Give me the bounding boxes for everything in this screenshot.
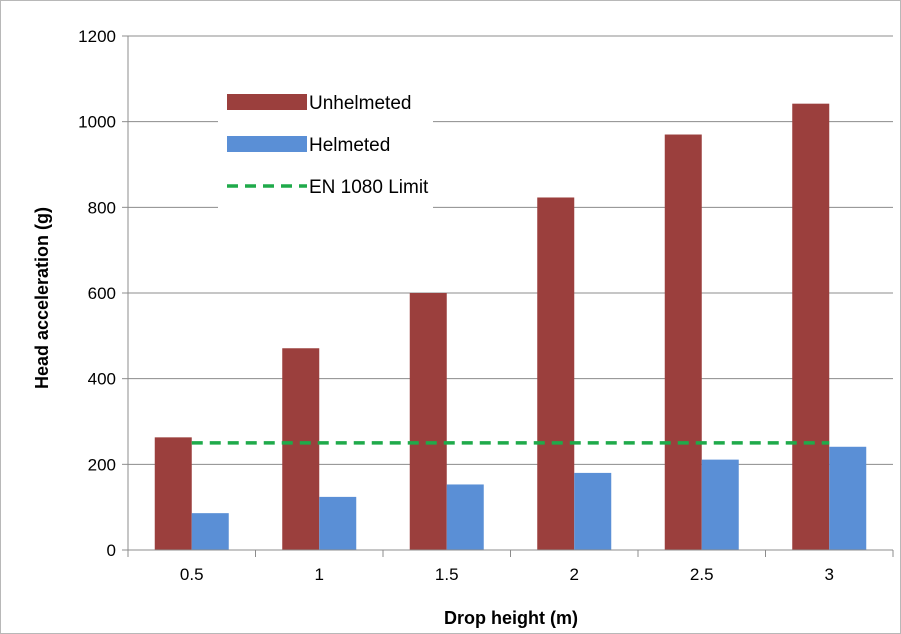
bar-helmeted bbox=[829, 446, 867, 550]
y-tick-label: 200 bbox=[88, 455, 116, 474]
x-tick-label: 0.5 bbox=[180, 565, 204, 584]
legend: Unhelmeted Helmeted EN 1080 Limit bbox=[218, 80, 433, 208]
bars bbox=[154, 103, 867, 550]
y-tick-label: 1200 bbox=[78, 27, 116, 46]
x-tick-label: 2.5 bbox=[690, 565, 714, 584]
y-axis-title: Head acceleration (g) bbox=[32, 207, 52, 389]
bar-unhelmeted bbox=[409, 293, 447, 550]
bar-helmeted bbox=[319, 496, 357, 550]
x-tick-label: 2 bbox=[570, 565, 579, 584]
x-axis-title: Drop height (m) bbox=[444, 608, 578, 628]
x-tick-label: 3 bbox=[825, 565, 834, 584]
legend-label: Unhelmeted bbox=[309, 93, 411, 114]
y-tick-label: 400 bbox=[88, 370, 116, 389]
x-tick-label: 1.5 bbox=[435, 565, 459, 584]
bar-helmeted bbox=[701, 459, 739, 550]
y-tick-label: 600 bbox=[88, 284, 116, 303]
axes: 0 200 400 600 800 1000 1200 0.5 1 1.5 2 2.5 3 bbox=[78, 27, 894, 584]
y-tick-label: 0 bbox=[107, 541, 116, 560]
y-tick-label: 800 bbox=[88, 198, 116, 217]
legend-swatch bbox=[227, 94, 307, 110]
legend-swatch bbox=[227, 136, 307, 152]
bar-helmeted bbox=[574, 472, 612, 550]
legend-label: Helmeted bbox=[309, 135, 390, 156]
bar-unhelmeted bbox=[537, 197, 575, 550]
bar-helmeted bbox=[446, 484, 484, 550]
bar-unhelmeted bbox=[792, 103, 830, 550]
legend-label: EN 1080 Limit bbox=[309, 177, 429, 198]
bar-unhelmeted bbox=[664, 134, 702, 550]
bar-helmeted bbox=[191, 513, 229, 550]
bar-unhelmeted bbox=[154, 437, 192, 550]
y-tick-label: 1000 bbox=[78, 113, 116, 132]
bar-unhelmeted bbox=[282, 348, 320, 550]
x-tick-label: 1 bbox=[315, 565, 324, 584]
